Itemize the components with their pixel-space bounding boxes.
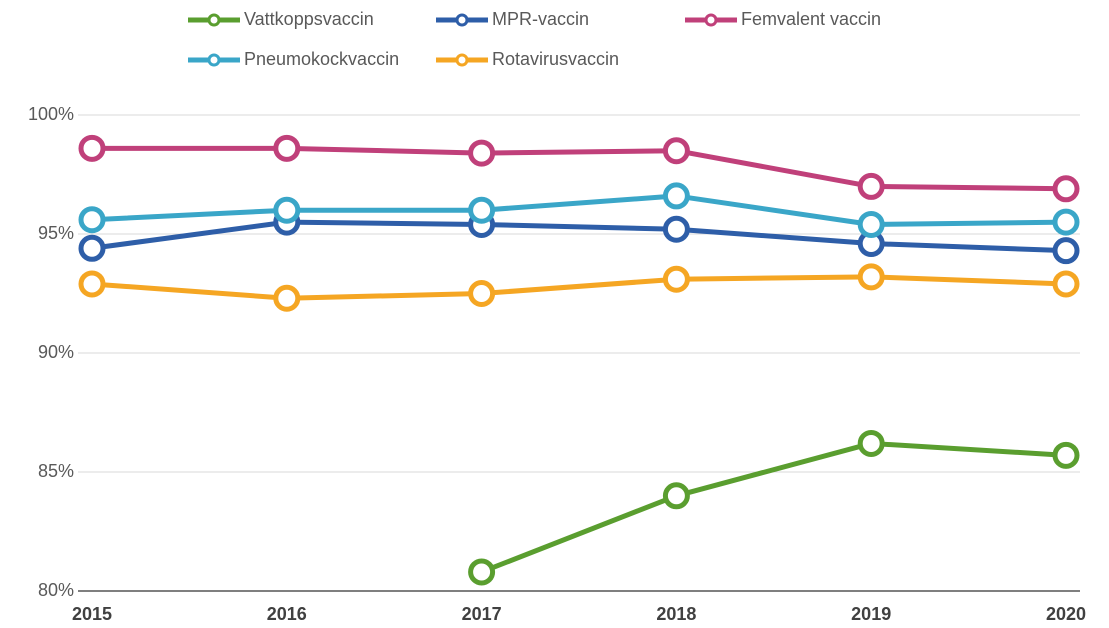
point (662, 182, 690, 210)
legend-marker (704, 13, 718, 27)
y-tick-label: 85% (38, 461, 74, 481)
series-line (480, 440, 1067, 575)
point (1052, 270, 1080, 298)
point (468, 196, 496, 224)
x-tick-label: 2017 (462, 604, 502, 624)
point (468, 139, 496, 167)
legend-marker (455, 13, 469, 27)
point (1052, 175, 1080, 203)
point (468, 280, 496, 307)
point (273, 284, 301, 312)
legend-label: Rotavirusvaccin (492, 49, 619, 69)
legend-label: Femvalent vaccin (741, 9, 881, 29)
series-line (91, 219, 1067, 254)
point (78, 234, 106, 262)
point (273, 134, 301, 162)
series-line (92, 145, 1067, 192)
y-tick-label: 100% (28, 104, 74, 124)
point (857, 429, 885, 457)
point (662, 482, 690, 510)
point (857, 172, 885, 200)
y-tick-label: 90% (38, 342, 74, 362)
x-tick-label: 2020 (1046, 604, 1086, 624)
legend-marker (207, 53, 221, 67)
point (662, 137, 690, 165)
series-line (91, 274, 1067, 301)
legend-label: Vattkoppsvaccin (244, 9, 374, 29)
point (78, 206, 106, 234)
point (273, 196, 301, 224)
legend-label: MPR-vaccin (492, 9, 589, 29)
point (662, 265, 690, 293)
legend-marker (455, 53, 469, 67)
point (1052, 208, 1080, 236)
point (78, 270, 106, 298)
x-tick-label: 2018 (656, 604, 696, 624)
point (857, 263, 885, 291)
point (1052, 237, 1080, 265)
point (1052, 441, 1080, 469)
y-tick-label: 95% (38, 223, 74, 243)
series-line (91, 193, 1067, 227)
point (662, 215, 690, 243)
point (857, 210, 885, 238)
x-tick-label: 2015 (72, 604, 112, 624)
legend-label: Pneumokockvaccin (244, 49, 399, 69)
point (468, 558, 496, 586)
legend-marker (207, 13, 221, 27)
point (78, 134, 106, 162)
y-tick-label: 80% (38, 580, 74, 600)
x-tick-label: 2016 (267, 604, 307, 624)
x-tick-label: 2019 (851, 604, 891, 624)
